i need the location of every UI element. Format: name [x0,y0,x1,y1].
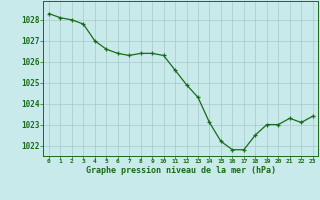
X-axis label: Graphe pression niveau de la mer (hPa): Graphe pression niveau de la mer (hPa) [86,166,276,175]
